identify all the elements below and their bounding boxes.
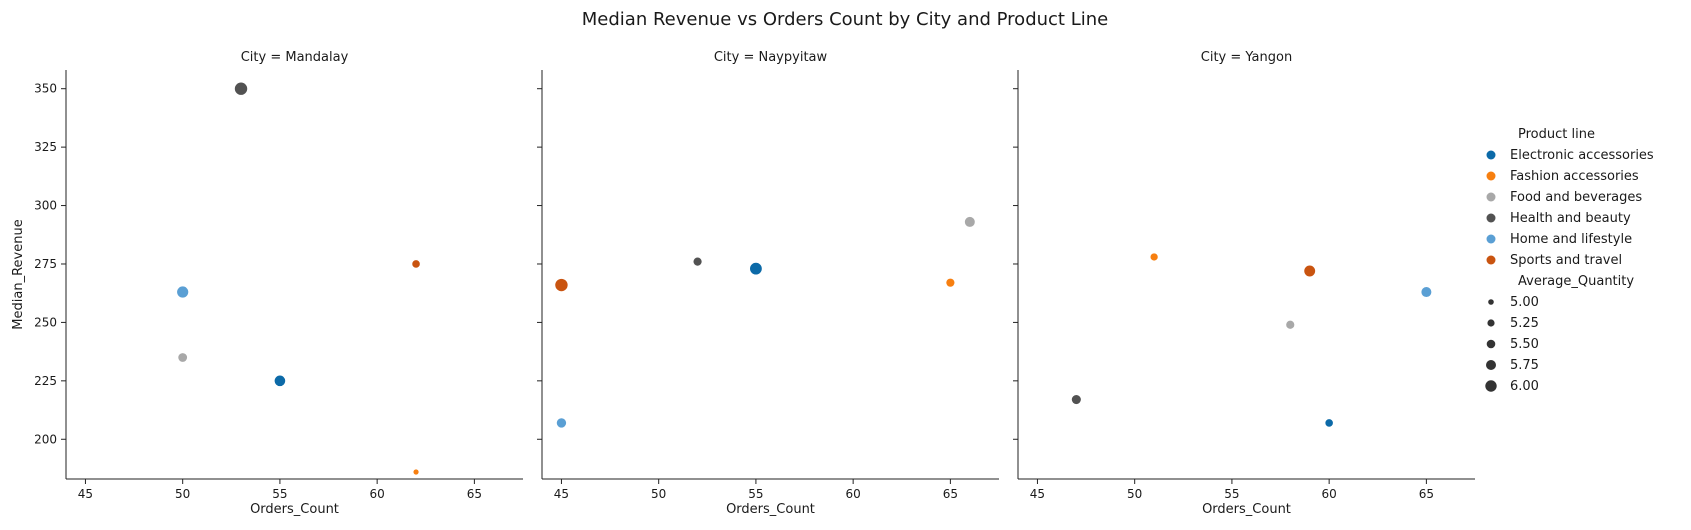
legend-size-entry: 6.00 — [1510, 379, 1539, 394]
panel-title: City = Yangon — [1201, 50, 1292, 65]
x-tick-label: 65 — [943, 487, 958, 501]
data-point — [177, 352, 188, 363]
x-tick-label: 60 — [846, 487, 861, 501]
legend-marker — [1486, 192, 1496, 202]
data-point — [554, 278, 569, 293]
data-point — [692, 256, 703, 267]
data-point — [234, 81, 249, 96]
x-tick-label: 45 — [1030, 487, 1045, 501]
x-tick-label: 45 — [554, 487, 569, 501]
x-tick-label: 60 — [1322, 487, 1337, 501]
legend-entry: Health and beauty — [1510, 211, 1631, 226]
data-point — [964, 216, 976, 228]
legend-marker — [1486, 255, 1496, 265]
y-tick-label: 200 — [34, 432, 57, 446]
x-tick-label: 50 — [651, 487, 666, 501]
data-point — [1324, 418, 1334, 428]
data-point — [1420, 286, 1433, 298]
legend-size-marker — [1486, 339, 1496, 349]
data-point — [749, 261, 763, 276]
legend-size-marker — [1487, 319, 1495, 327]
y-tick-label: 225 — [34, 374, 57, 388]
legend-size-entry: 5.25 — [1510, 316, 1539, 331]
legend-entry: Home and lifestyle — [1510, 232, 1632, 247]
legend-size-marker — [1485, 380, 1497, 392]
y-tick-label: 275 — [34, 257, 57, 271]
panel-title: City = Mandalay — [241, 50, 349, 65]
legend-entry: Sports and travel — [1510, 253, 1622, 268]
legend: Product line Electronic accessories Fashio… — [1485, 127, 1654, 394]
panel-title: City = Naypyitaw — [714, 50, 828, 65]
legend-size-marker — [1486, 360, 1496, 370]
x-tick-label: 45 — [78, 487, 93, 501]
x-axis-label: Orders_Count — [1202, 502, 1291, 517]
x-tick-label: 55 — [272, 487, 287, 501]
x-tick-label: 65 — [1419, 487, 1434, 501]
legend-size-marker — [1488, 299, 1494, 305]
x-tick-label: 50 — [1127, 487, 1142, 501]
data-point — [1070, 394, 1082, 405]
x-tick-label: 60 — [370, 487, 385, 501]
x-tick-label: 50 — [175, 487, 190, 501]
y-axis-label: Median_Revenue — [11, 219, 26, 329]
data-point — [555, 417, 567, 429]
x-tick-label: 65 — [467, 487, 482, 501]
x-axis-label: Orders_Count — [726, 502, 815, 517]
data-point — [273, 374, 287, 387]
y-tick-label: 325 — [34, 140, 57, 154]
data-point — [411, 259, 421, 269]
x-axis-label: Orders_Count — [250, 502, 339, 517]
data-point — [1303, 264, 1316, 278]
x-tick-label: 55 — [748, 487, 763, 501]
data-point — [945, 277, 956, 288]
data-point — [412, 468, 420, 476]
legend-hue-title: Product line — [1518, 127, 1595, 142]
legend-entry: Fashion accessories — [1510, 169, 1639, 184]
x-tick-label: 55 — [1224, 487, 1239, 501]
data-point — [1149, 252, 1159, 262]
legend-entry: Electronic accessories — [1510, 148, 1654, 163]
panel-2: City = Naypyitaw 45 50 55 60 65 Orders_Count — [537, 50, 999, 517]
legend-size-entry: 5.50 — [1510, 337, 1539, 352]
legend-size-entry: 5.75 — [1510, 358, 1539, 373]
legend-size-entry: 5.00 — [1510, 295, 1539, 310]
legend-size-title: Average_Quantity — [1518, 274, 1634, 289]
chart-title: Median Revenue vs Orders Count by City a… — [582, 9, 1108, 30]
legend-marker — [1486, 171, 1496, 181]
y-tick-label: 350 — [34, 82, 57, 96]
legend-entry: Food and beverages — [1510, 190, 1642, 205]
panel-1: City = Mandalay 45 50 55 60 65 200 225 250 275 300… — [11, 50, 523, 517]
panel-3: City = Yangon 45 50 55 60 65 Orders_Count — [1013, 50, 1475, 517]
panels: City = Mandalay 45 50 55 60 65 200 225 250 275 300… — [11, 50, 1475, 517]
legend-marker — [1486, 150, 1496, 160]
data-point — [1285, 319, 1296, 330]
y-tick-label: 250 — [34, 315, 57, 329]
data-point — [176, 285, 190, 299]
legend-marker — [1486, 234, 1496, 244]
legend-marker — [1486, 213, 1496, 223]
y-tick-label: 300 — [34, 199, 57, 213]
